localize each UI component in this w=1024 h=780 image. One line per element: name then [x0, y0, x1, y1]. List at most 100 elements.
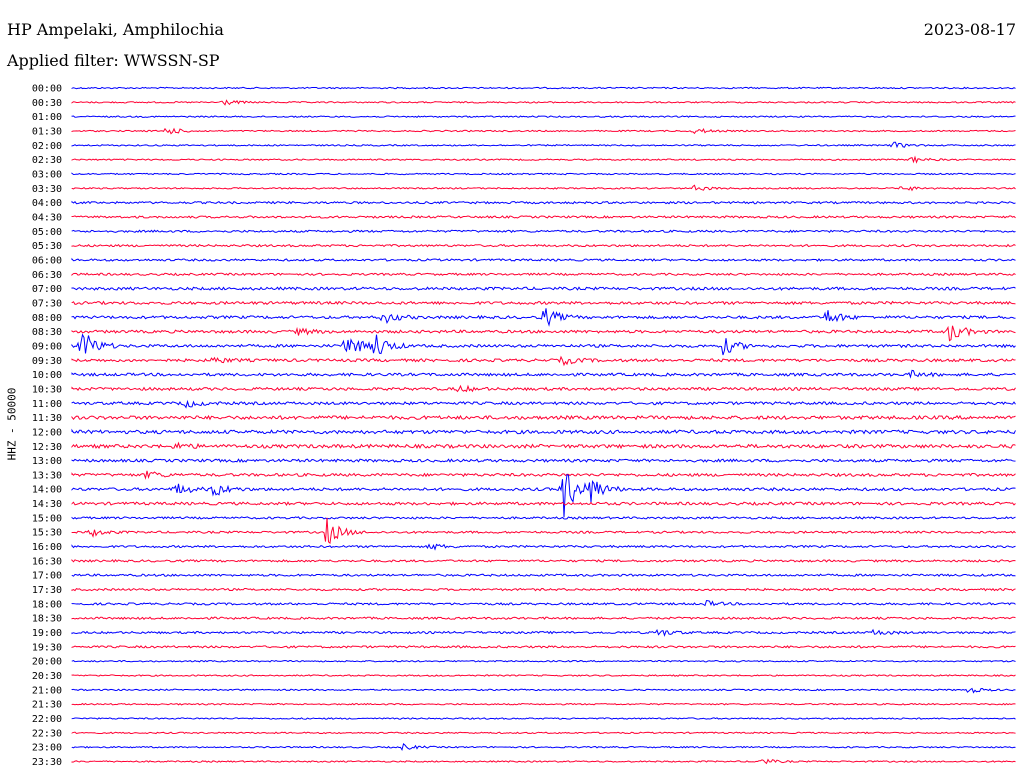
trace-line — [71, 470, 1016, 480]
trace-line — [71, 414, 1016, 421]
time-tick-label: 17:00 — [32, 571, 62, 582]
time-tick-label: 13:30 — [32, 470, 62, 481]
trace-line — [71, 674, 1016, 677]
trace-line — [71, 300, 1016, 306]
trace-line — [71, 333, 1016, 356]
time-tick-label: 05:30 — [32, 241, 62, 252]
trace-line — [71, 127, 1016, 135]
trace-line — [71, 355, 1016, 367]
time-tick-label: 18:30 — [32, 614, 62, 625]
time-tick-label: 07:00 — [32, 284, 62, 295]
time-tick-label: 14:30 — [32, 499, 62, 510]
trace-line — [71, 172, 1016, 176]
time-tick-label: 10:00 — [32, 370, 62, 381]
time-tick-label: 15:00 — [32, 513, 62, 524]
trace-line — [71, 687, 1016, 694]
time-tick-label: 22:30 — [32, 728, 62, 739]
trace-line — [71, 99, 1016, 106]
time-tick-label: 17:30 — [32, 585, 62, 596]
trace-line — [71, 628, 1016, 637]
time-tick-label: 19:30 — [32, 642, 62, 653]
time-tick-label: 00:30 — [32, 98, 62, 109]
trace-line — [71, 458, 1016, 463]
time-tick-label: 11:30 — [32, 413, 62, 424]
time-tick-label: 20:00 — [32, 657, 62, 668]
time-tick-label: 06:30 — [32, 270, 62, 281]
trace-line — [71, 573, 1016, 578]
trace-line — [71, 441, 1016, 450]
filter-label: Applied filter: WWSSN-SP — [7, 51, 220, 70]
trace-line — [71, 517, 1016, 544]
trace-line — [71, 717, 1016, 720]
trace-line — [71, 229, 1016, 234]
trace-line — [71, 587, 1016, 592]
trace-line — [71, 308, 1016, 327]
time-tick-label: 22:00 — [32, 714, 62, 725]
trace-line — [71, 257, 1016, 262]
trace-line — [71, 155, 1016, 164]
trace-line — [71, 399, 1016, 409]
trace-line — [71, 474, 1016, 518]
trace-line — [71, 516, 1016, 520]
trace-line — [71, 543, 1016, 551]
trace-line — [71, 86, 1016, 90]
time-tick-label: 21:00 — [32, 685, 62, 696]
trace-line — [71, 702, 1016, 706]
time-tick-label: 23:30 — [32, 757, 62, 768]
trace-line — [71, 141, 1016, 149]
date-label: 2023-08-17 — [923, 20, 1016, 39]
time-tick-label: 19:00 — [32, 628, 62, 639]
time-tick-label: 09:00 — [32, 341, 62, 352]
time-tick-label: 20:30 — [32, 671, 62, 682]
trace-line — [71, 659, 1016, 663]
trace-line — [71, 384, 1016, 393]
trace-line — [71, 731, 1016, 735]
trace-line — [71, 200, 1016, 205]
time-tick-label: 03:30 — [32, 184, 62, 195]
trace-line — [71, 758, 1016, 765]
trace-line — [71, 616, 1016, 621]
time-tick-label: 16:00 — [32, 542, 62, 553]
time-tick-label: 02:00 — [32, 141, 62, 152]
station-title: HP Ampelaki, Amphilochia — [7, 20, 224, 39]
time-tick-label: 09:30 — [32, 356, 62, 367]
time-tick-label: 08:30 — [32, 327, 62, 338]
time-tick-label: 07:30 — [32, 298, 62, 309]
trace-line — [71, 215, 1016, 219]
time-tick-label: 23:00 — [32, 743, 62, 754]
trace-line — [71, 645, 1016, 649]
time-tick-label: 13:00 — [32, 456, 62, 467]
trace-line — [71, 600, 1016, 607]
trace-line — [71, 272, 1016, 277]
time-tick-label: 03:00 — [32, 169, 62, 180]
trace-line — [71, 286, 1016, 291]
time-tick-label: 12:00 — [32, 427, 62, 438]
trace-line — [71, 243, 1016, 248]
time-tick-label: 05:00 — [32, 227, 62, 238]
time-tick-label: 01:30 — [32, 126, 62, 137]
trace-line — [71, 325, 1016, 342]
time-tick-label: 00:00 — [32, 84, 62, 95]
time-tick-label: 01:00 — [32, 112, 62, 123]
time-tick-label: 02:30 — [32, 155, 62, 166]
time-tick-label: 18:00 — [32, 599, 62, 610]
time-tick-label: 12:30 — [32, 442, 62, 453]
time-tick-label: 16:30 — [32, 556, 62, 567]
time-tick-label: 06:00 — [32, 255, 62, 266]
time-tick-label: 15:30 — [32, 528, 62, 539]
time-tick-label: 14:00 — [32, 485, 62, 496]
time-tick-label: 04:30 — [32, 212, 62, 223]
trace-line — [71, 501, 1016, 506]
trace-line — [71, 558, 1016, 563]
trace-line — [71, 184, 1016, 192]
trace-line — [71, 115, 1016, 118]
trace-line — [71, 428, 1016, 435]
time-tick-label: 08:00 — [32, 313, 62, 324]
time-tick-label: 10:30 — [32, 384, 62, 395]
time-tick-label: 21:30 — [32, 700, 62, 711]
time-tick-label: 04:00 — [32, 198, 62, 209]
trace-line — [71, 743, 1016, 752]
time-tick-label: 11:00 — [32, 399, 62, 410]
trace-line — [71, 369, 1016, 379]
